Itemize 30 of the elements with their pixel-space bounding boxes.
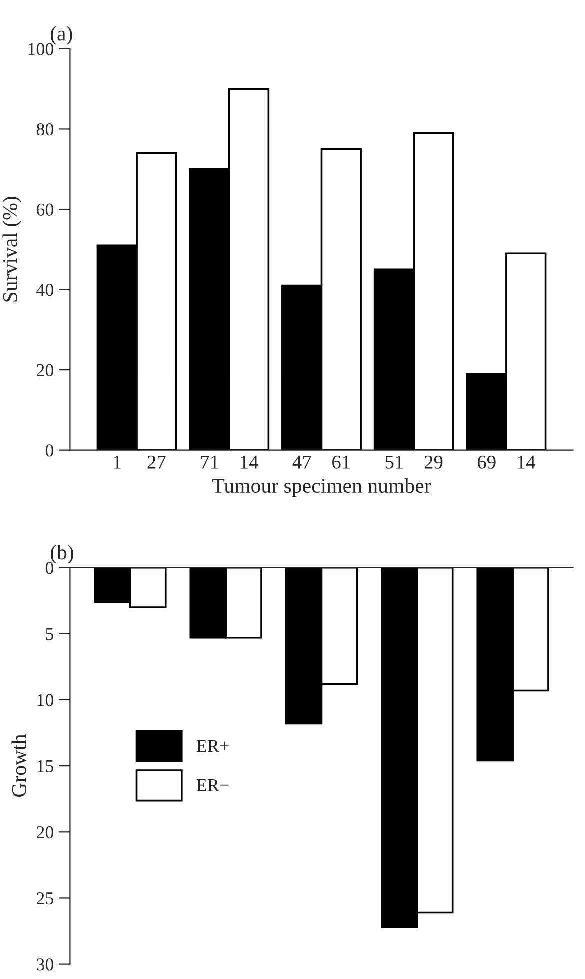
y-tick-label: 0 — [46, 562, 54, 574]
x-tick-label: 69 — [478, 456, 496, 469]
y-tick-label: 30 — [37, 958, 54, 971]
chart-title: (a) — [50, 26, 72, 46]
y-tick-label: 0 — [46, 444, 54, 457]
y-tick-label: 10 — [38, 694, 54, 706]
y-tick-label: 5 — [46, 628, 54, 640]
y-axis-title: Growth — [12, 734, 26, 798]
y-tick-label: 20 — [36, 826, 54, 839]
legend-label: ER+ — [196, 740, 229, 752]
y-tick-label: 60 — [36, 204, 54, 216]
x-tick-label: 14 — [518, 456, 536, 469]
y-tick-label: 15 — [38, 760, 54, 773]
y-tick-label: 40 — [36, 284, 54, 296]
y-tick-label: 25 — [36, 892, 54, 905]
x-tick-label: 27 — [148, 456, 166, 469]
x-tick-label: 1 — [114, 456, 122, 469]
x-tick-label: 14 — [241, 456, 258, 469]
y-tick-label: 80 — [36, 123, 54, 136]
x-axis-title: Tumour specimen number — [212, 478, 432, 498]
legend-label: ER− — [196, 780, 229, 792]
y-tick-label: 100 — [28, 43, 54, 56]
chart-title: (b) — [50, 545, 74, 564]
x-tick-label: 51 — [386, 456, 404, 469]
x-tick-label: 61 — [332, 456, 350, 469]
x-tick-label: 71 — [201, 456, 218, 469]
x-tick-label: 29 — [424, 456, 443, 469]
y-axis-title: Survival (%) — [2, 197, 22, 302]
y-tick-label: 20 — [36, 364, 54, 377]
x-tick-label: 47 — [292, 456, 312, 469]
